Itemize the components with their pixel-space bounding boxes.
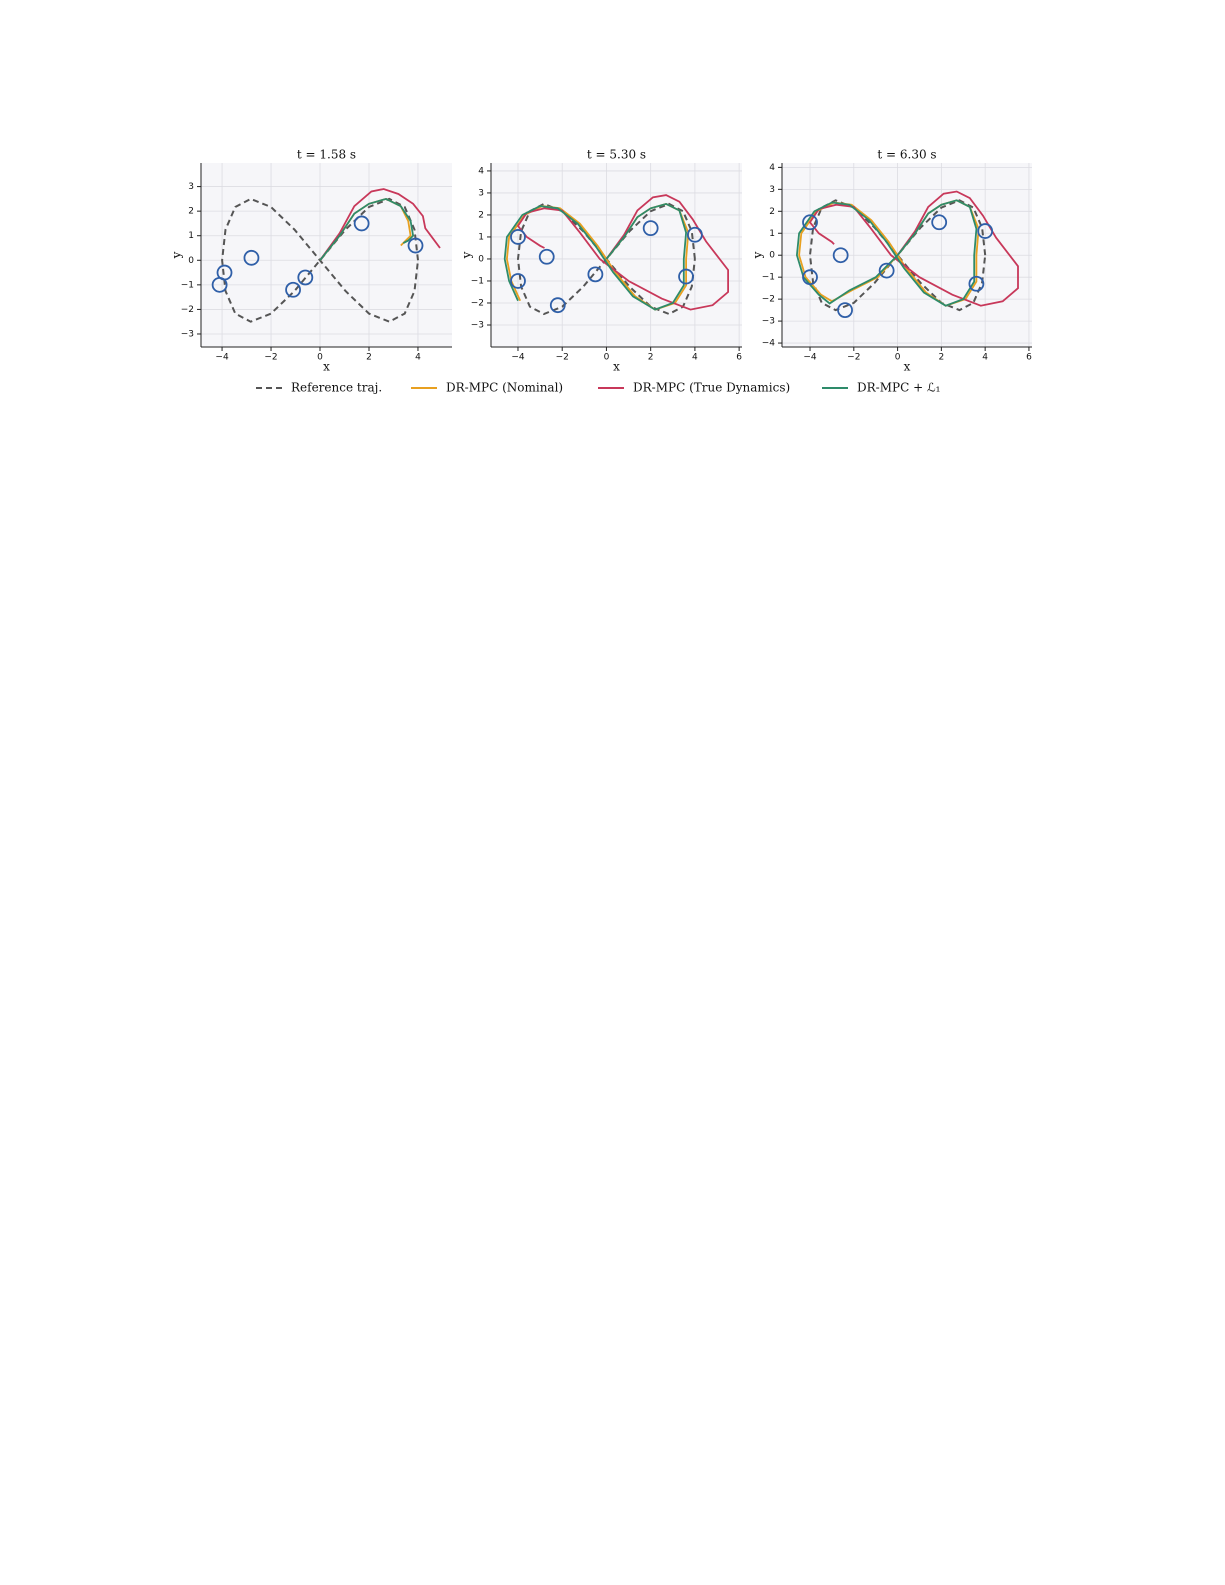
y-axis-label: y [751,251,765,259]
y-tick-label: −3 [181,329,194,339]
obstacle [802,269,818,286]
x-tick-label: −2 [556,353,569,363]
trajectory-line [319,188,441,261]
obstacle [642,220,659,237]
legend-label: Reference traj. [291,381,382,395]
x-tick-label: 4 [415,353,421,363]
obstacle [407,237,424,254]
trajectory-line [516,194,729,311]
y-tick-label: 0 [188,256,194,266]
y-tick-label: 1 [769,229,775,239]
x-tick-label: 4 [692,353,698,363]
obstacle [837,302,853,319]
y-tick-label: 3 [769,185,775,195]
plot-area [491,163,742,347]
y-tick-label: −2 [762,295,775,305]
obstacle [802,214,818,231]
y-tick-label: −1 [471,276,484,286]
x-tick-label: 0 [895,353,901,363]
y-tick-label: 3 [188,182,194,192]
y-tick-label: −2 [471,298,484,308]
obstacle [977,223,994,239]
x-axis-label: x [323,360,330,374]
x-axis-label: x [904,360,911,374]
trajectory-line [221,197,419,323]
obstacle [538,248,555,265]
y-tick-label: −1 [181,280,194,290]
obstacle [832,247,849,264]
x-tick-label: 0 [317,353,323,363]
y-tick-label: 1 [188,231,194,241]
chart-title: t = 5.30 s [587,148,646,162]
obstacle [510,273,526,289]
obstacle [968,275,985,292]
y-tick-label: −3 [762,317,775,327]
x-tick-label: −4 [803,353,817,363]
y-tick-label: 4 [769,163,775,173]
x-tick-label: 2 [648,353,654,363]
legend: Reference traj. DR-MPC (Nominal) DR-MPC (T… [256,381,940,395]
obstacle [549,297,566,314]
obstacle [587,266,604,283]
trajectory-line [319,197,415,261]
x-tick-label: 6 [736,353,742,363]
x-tick-label: 0 [604,353,610,363]
trajectory-line [516,202,696,316]
x-tick-label: 4 [982,353,988,363]
obstacle [211,276,228,293]
y-tick-label: 1 [478,232,484,242]
x-axis-label: x [613,360,620,374]
y-tick-label: 0 [478,254,484,264]
y-tick-label: 0 [769,251,775,261]
obstacle [686,226,703,243]
y-axis-label: y [170,251,184,259]
y-axis-label: y [460,251,474,259]
obstacle [353,215,370,232]
x-tick-label: −4 [511,353,525,363]
y-tick-label: −1 [762,273,775,283]
x-tick-label: 2 [939,353,945,363]
x-tick-label: −4 [215,353,229,363]
obstacle [931,214,948,231]
y-tick-label: −4 [762,339,776,349]
x-tick-label: −2 [264,353,277,363]
x-tick-label: −2 [847,353,860,363]
obstacle [297,269,314,286]
chart-title: t = 1.58 s [297,148,356,162]
y-tick-label: −3 [471,320,484,330]
legend-label: DR-MPC (Nominal) [446,381,563,395]
y-tick-label: 3 [478,188,484,198]
y-tick-label: 4 [478,166,484,176]
y-tick-label: 2 [188,207,194,217]
obstacle [878,262,895,279]
x-tick-label: 6 [1026,353,1032,363]
chart-title: t = 6.30 s [877,148,936,162]
y-tick-label: 2 [769,207,775,217]
x-tick-label: 2 [366,353,372,363]
y-tick-label: 2 [478,210,484,220]
plot-area [201,163,452,347]
obstacle [678,268,694,285]
trajectory-line [795,199,978,307]
trajectory-line [808,190,1019,307]
legend-label: DR-MPC (True Dynamics) [633,381,790,395]
obstacle [243,249,260,266]
y-tick-label: −2 [181,305,194,315]
obstacle [285,281,301,298]
legend-label: DR-MPC + ℒ₁ [857,381,940,395]
obstacle [510,229,526,245]
trajectory-line [503,202,688,311]
